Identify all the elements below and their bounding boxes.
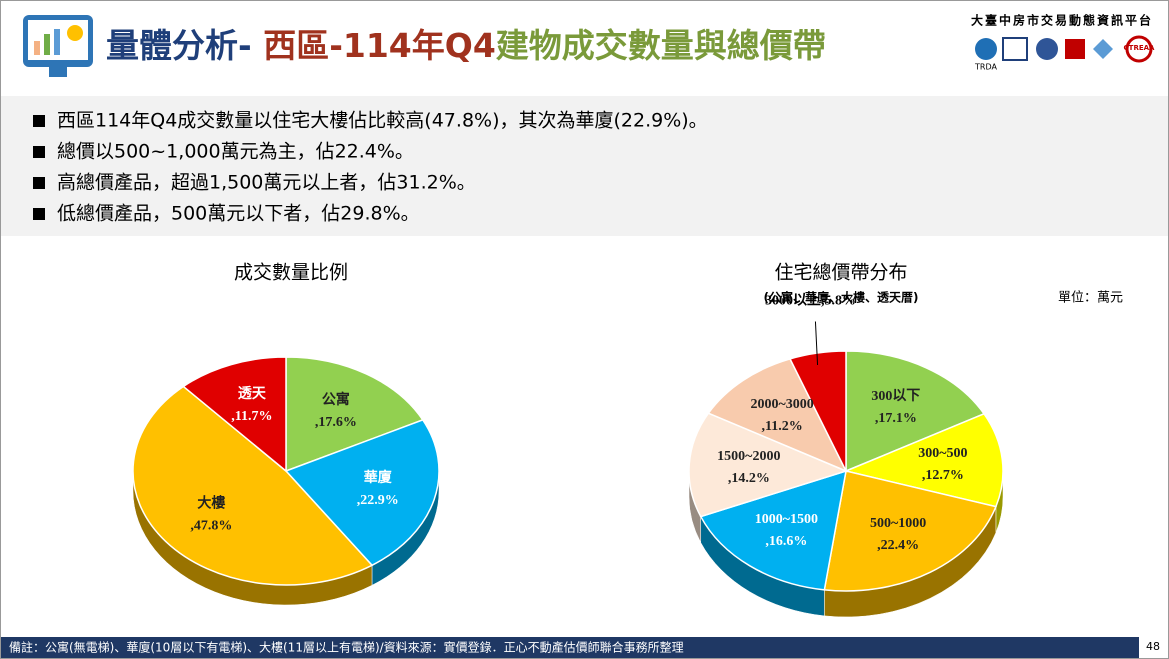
data-label: 1500~2000 ,14.2% bbox=[717, 449, 780, 486]
title-part: 西區-114年Q4 bbox=[252, 26, 496, 65]
leader-line bbox=[814, 321, 819, 366]
category-label: 1500~2000 bbox=[717, 449, 780, 464]
value-label: ,17.6% bbox=[315, 415, 357, 430]
category-label: 500~1000 bbox=[870, 516, 926, 531]
bullet-marker bbox=[33, 177, 45, 189]
category-label: 大樓 bbox=[197, 495, 225, 512]
title-part: 量體分析- bbox=[106, 26, 252, 65]
page-number-box bbox=[1139, 637, 1168, 658]
value-label: ,14.2% bbox=[728, 471, 770, 486]
page-number: 48 bbox=[1146, 640, 1160, 653]
bullet-marker bbox=[33, 208, 45, 220]
bullet-text: 低總價產品，500萬元以下者，佔29.8%。 bbox=[57, 203, 420, 225]
unit-label: 單位：萬元 bbox=[1058, 291, 1123, 306]
value-label: ,11.2% bbox=[761, 419, 802, 434]
footer-note: 備註：公寓(無電梯)、華廈(10層以下有電梯)、大樓(11層以上有電梯)/資料來… bbox=[9, 640, 684, 655]
data-label: 500~1000 ,22.4% bbox=[870, 516, 926, 553]
pie-slice bbox=[707, 357, 848, 473]
bullet-marker bbox=[33, 146, 45, 158]
category-label: 2000~3000 bbox=[750, 397, 813, 412]
category-label: 300~500 bbox=[918, 446, 967, 461]
title-part: 建物成交數量與總價帶 bbox=[496, 26, 826, 65]
bullet-text: 西區114年Q4成交數量以住宅大樓佔比較高(47.8%)，其次為華廈(22.9%… bbox=[57, 110, 708, 132]
pie-slice bbox=[285, 356, 424, 473]
chart-title: 住宅總價帶分布 bbox=[774, 262, 907, 284]
data-label: 大樓 ,47.8% bbox=[190, 495, 232, 534]
value-label: ,47.8% bbox=[190, 519, 232, 534]
data-label: 華廈 ,22.9% bbox=[357, 469, 399, 508]
pie-slice bbox=[132, 385, 374, 586]
logo-text: TRDA bbox=[974, 63, 997, 72]
data-label: 3000以上,5.8% bbox=[765, 293, 856, 309]
pie-slice bbox=[699, 469, 847, 591]
pie-slice bbox=[788, 350, 847, 472]
chart-title: 成交數量比例 bbox=[234, 262, 348, 284]
data-label: 1000~1500 ,16.6% bbox=[755, 512, 818, 549]
bullet-text: 高總價產品，超過1,500萬元以上者，佔31.2%。 bbox=[57, 172, 476, 194]
category-label: 公寓 bbox=[322, 391, 350, 408]
pie-slice bbox=[823, 470, 997, 592]
logos: TRDA CTREAA bbox=[974, 35, 1156, 72]
pie-slice bbox=[843, 412, 1004, 508]
data-label: 2000~3000 ,11.2% bbox=[750, 397, 813, 434]
value-label: ,16.6% bbox=[765, 534, 807, 549]
value-label: ,17.1% bbox=[875, 411, 917, 426]
value-label: ,5.8% bbox=[821, 294, 856, 309]
pie-slice bbox=[182, 356, 287, 473]
value-label: ,22.9% bbox=[357, 493, 399, 508]
slide-title: 量體分析- 西區-114年Q4建物成交數量與總價帶 bbox=[106, 26, 826, 65]
pie-slice bbox=[845, 350, 986, 473]
footer-bar bbox=[1, 637, 1168, 658]
data-label: 300~500 ,12.7% bbox=[918, 446, 967, 483]
data-label: 公寓 ,17.6% bbox=[315, 391, 357, 430]
header-icon bbox=[23, 15, 93, 77]
chart-subtitle: (公寓、華廈、大樓、透天厝) bbox=[764, 290, 919, 305]
data-label: 300以下 ,17.1% bbox=[871, 388, 920, 426]
summary-band bbox=[1, 96, 1168, 236]
value-label: ,12.7% bbox=[922, 468, 964, 483]
logo-text: CTREAA bbox=[1124, 44, 1156, 52]
data-label: 透天 ,11.7% bbox=[231, 386, 272, 424]
bullet-text: 總價以500~1,000萬元為主，佔22.4%。 bbox=[57, 141, 414, 163]
category-label: 1000~1500 bbox=[755, 512, 818, 527]
organization: 大臺中房市交易動態資訊平台 bbox=[971, 13, 1153, 28]
category-label: 透天 bbox=[238, 386, 267, 402]
value-label: ,11.7% bbox=[231, 409, 272, 424]
pie-slice bbox=[284, 418, 440, 567]
category-label: 3000以上 bbox=[765, 293, 821, 309]
category-label: 300以下 bbox=[871, 388, 920, 404]
pie-slice bbox=[688, 412, 849, 518]
value-label: ,22.4% bbox=[877, 538, 919, 553]
category-label: 華廈 bbox=[364, 469, 392, 486]
bullet-marker bbox=[33, 115, 45, 127]
